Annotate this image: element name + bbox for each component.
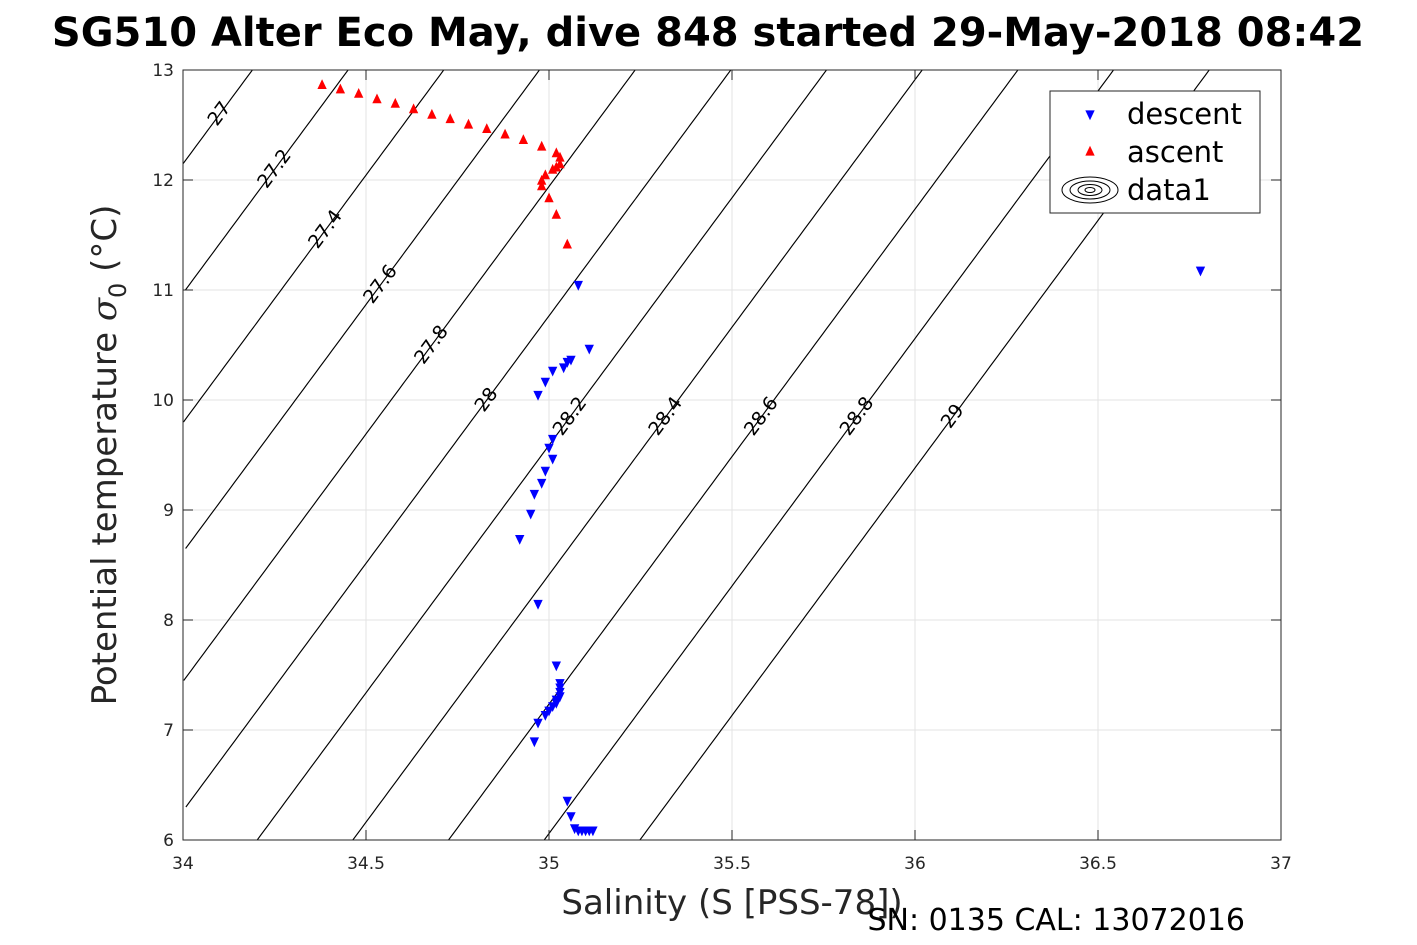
contour-line	[185, 69, 540, 549]
descent-point	[544, 443, 554, 454]
descent-point	[540, 377, 551, 388]
descent-point	[584, 344, 594, 355]
descent-point	[1195, 266, 1206, 277]
contour-line	[184, 69, 349, 291]
contour-line	[352, 69, 923, 841]
ascent-point	[544, 192, 554, 203]
y-tick-label: 7	[163, 721, 174, 741]
descent-point	[547, 434, 558, 445]
descent-point	[533, 599, 543, 610]
descent-point	[529, 737, 540, 748]
y-tick-label: 12	[152, 171, 174, 191]
ascent-point	[537, 140, 547, 151]
ascent-point	[537, 180, 547, 191]
descent-point	[540, 711, 551, 721]
y-axis-label-text: Potential temperature	[85, 321, 125, 705]
ascent-point	[445, 113, 455, 124]
y-axis-label-symbol: σ	[85, 297, 125, 321]
ascent-point	[551, 147, 561, 158]
ascent-point	[372, 93, 382, 104]
ascent-point	[500, 128, 510, 139]
x-tick-label: 36.5	[1079, 854, 1117, 874]
x-tick-label: 35	[538, 854, 560, 874]
descent-point	[566, 812, 576, 822]
legend-ascent-marker	[1085, 145, 1095, 156]
contour-line	[183, 69, 636, 681]
descent-point	[573, 280, 583, 291]
legend-box	[1049, 90, 1261, 214]
y-axis-label: Potential temperature σ0 (°C)	[85, 205, 132, 706]
contour-line	[543, 69, 1114, 841]
descent-point	[558, 363, 569, 374]
contour-line	[185, 69, 732, 808]
ascent-point	[482, 123, 492, 133]
y-tick-label: 11	[152, 281, 174, 301]
ascent-point	[390, 97, 400, 108]
x-tick-label: 34	[172, 854, 194, 874]
legend-label-descent: descent	[1127, 97, 1242, 131]
x-tick-label: 34.5	[347, 854, 385, 874]
contour-line	[182, 69, 253, 164]
y-tick-label: 8	[163, 611, 174, 631]
serial-calibration-footer: SN: 0135 CAL: 13072016	[867, 903, 1245, 938]
descent-point	[540, 466, 551, 477]
x-tick-label: 35.5	[713, 854, 751, 874]
legend-items: descent ascent data1	[1061, 97, 1242, 207]
descent-series	[515, 266, 1206, 837]
ascent-point	[547, 163, 558, 174]
descent-point	[526, 509, 536, 520]
legend-contour-glyph	[1084, 187, 1096, 193]
ascent-point	[551, 209, 561, 219]
y-tick-label: 10	[152, 391, 174, 411]
descent-point	[562, 357, 572, 368]
descent-point	[533, 718, 543, 729]
chart-title: SG510 Alter Eco May, dive 848 started 29…	[52, 10, 1364, 56]
x-tick-label: 36	[904, 854, 926, 874]
ascent-point	[518, 134, 529, 144]
ascent-point	[540, 169, 551, 180]
descent-point	[547, 454, 558, 465]
ascent-point	[408, 103, 419, 114]
y-tick-label: 6	[163, 831, 174, 851]
y-axis-label-unit: (°C)	[85, 205, 125, 283]
descent-point	[533, 390, 543, 401]
descent-point	[551, 661, 561, 672]
descent-point	[588, 826, 598, 837]
ascent-point	[335, 83, 346, 94]
x-axis-label: Salinity (S [PSS-78])	[561, 883, 902, 923]
x-tick-label: 37	[1270, 854, 1292, 874]
legend-descent-marker	[1085, 110, 1095, 121]
y-tick-label: 13	[152, 61, 174, 81]
contour-line	[256, 69, 827, 841]
descent-point	[537, 478, 547, 489]
legend-label-ascent: ascent	[1127, 135, 1223, 169]
axis-ticks: 34 34.5 35 35.5 36 36.5 37 6 7 8 9 10 11 12 13	[152, 61, 1291, 874]
legend-contour-glyph	[1069, 180, 1111, 200]
contour-line	[183, 69, 445, 423]
ascent-point	[317, 79, 327, 89]
descent-point	[562, 796, 572, 807]
ascent-series	[317, 79, 572, 249]
descent-point	[515, 535, 525, 545]
legend-contour-glyph	[1077, 184, 1103, 196]
legend: descent ascent data1	[1049, 90, 1261, 214]
ascent-point	[463, 118, 474, 129]
y-axis-label-subscript: 0	[104, 283, 132, 298]
legend-contour-glyph	[1061, 176, 1119, 204]
descent-point	[547, 366, 558, 377]
y-tick-label: 9	[163, 501, 174, 521]
descent-point	[529, 489, 540, 500]
ascent-point	[354, 88, 364, 98]
ascent-point	[427, 108, 437, 119]
legend-label-data1: data1	[1127, 173, 1211, 207]
ascent-point	[562, 238, 572, 249]
